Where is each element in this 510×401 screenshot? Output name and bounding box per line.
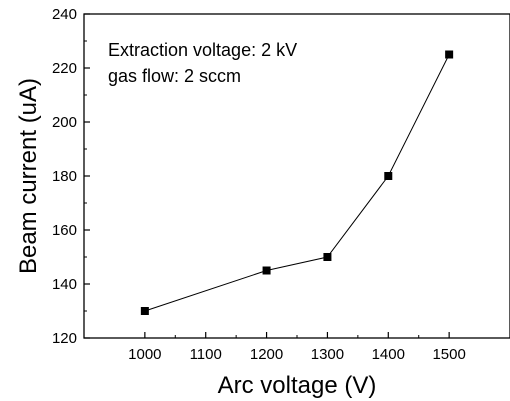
y-axis-ticks: 120 140 160 180 200 220 240: [52, 6, 90, 347]
x-tick-label: 1100: [190, 346, 222, 363]
data-point-square: [323, 253, 332, 261]
y-tick-label: 240: [52, 6, 77, 23]
series-line: [144, 54, 450, 312]
annotation-extraction-voltage: Extraction voltage: 2 kV: [108, 40, 297, 60]
data-point-square: [445, 50, 454, 59]
y-tick-label: 220: [52, 60, 77, 77]
series-layer: [140, 50, 454, 315]
y-tick-label: 180: [52, 168, 77, 185]
data-point-square: [262, 266, 271, 275]
x-axis-title: Arc voltage (V): [218, 372, 377, 399]
data-point-square: [384, 172, 393, 180]
annotation-gas-flow: gas flow: 2 sccm: [108, 66, 241, 86]
x-tick-label: 1400: [372, 346, 405, 363]
y-tick-label: 140: [52, 276, 77, 293]
x-tick-label: 1200: [250, 346, 283, 363]
y-tick-label: 200: [52, 114, 77, 131]
x-tick-label: 1300: [311, 346, 344, 363]
y-tick-label: 160: [52, 222, 77, 239]
y-axis-title: Beam current (uA): [15, 78, 42, 274]
plot-frame: [83, 13, 510, 339]
x-tick-label: 1500: [432, 346, 465, 363]
x-tick-label: 1000: [128, 346, 161, 363]
x-axis-ticks: 1000 1100 1200 1300 1400 1500: [128, 332, 466, 363]
data-point-square: [140, 307, 149, 315]
y-tick-label: 120: [52, 330, 77, 347]
